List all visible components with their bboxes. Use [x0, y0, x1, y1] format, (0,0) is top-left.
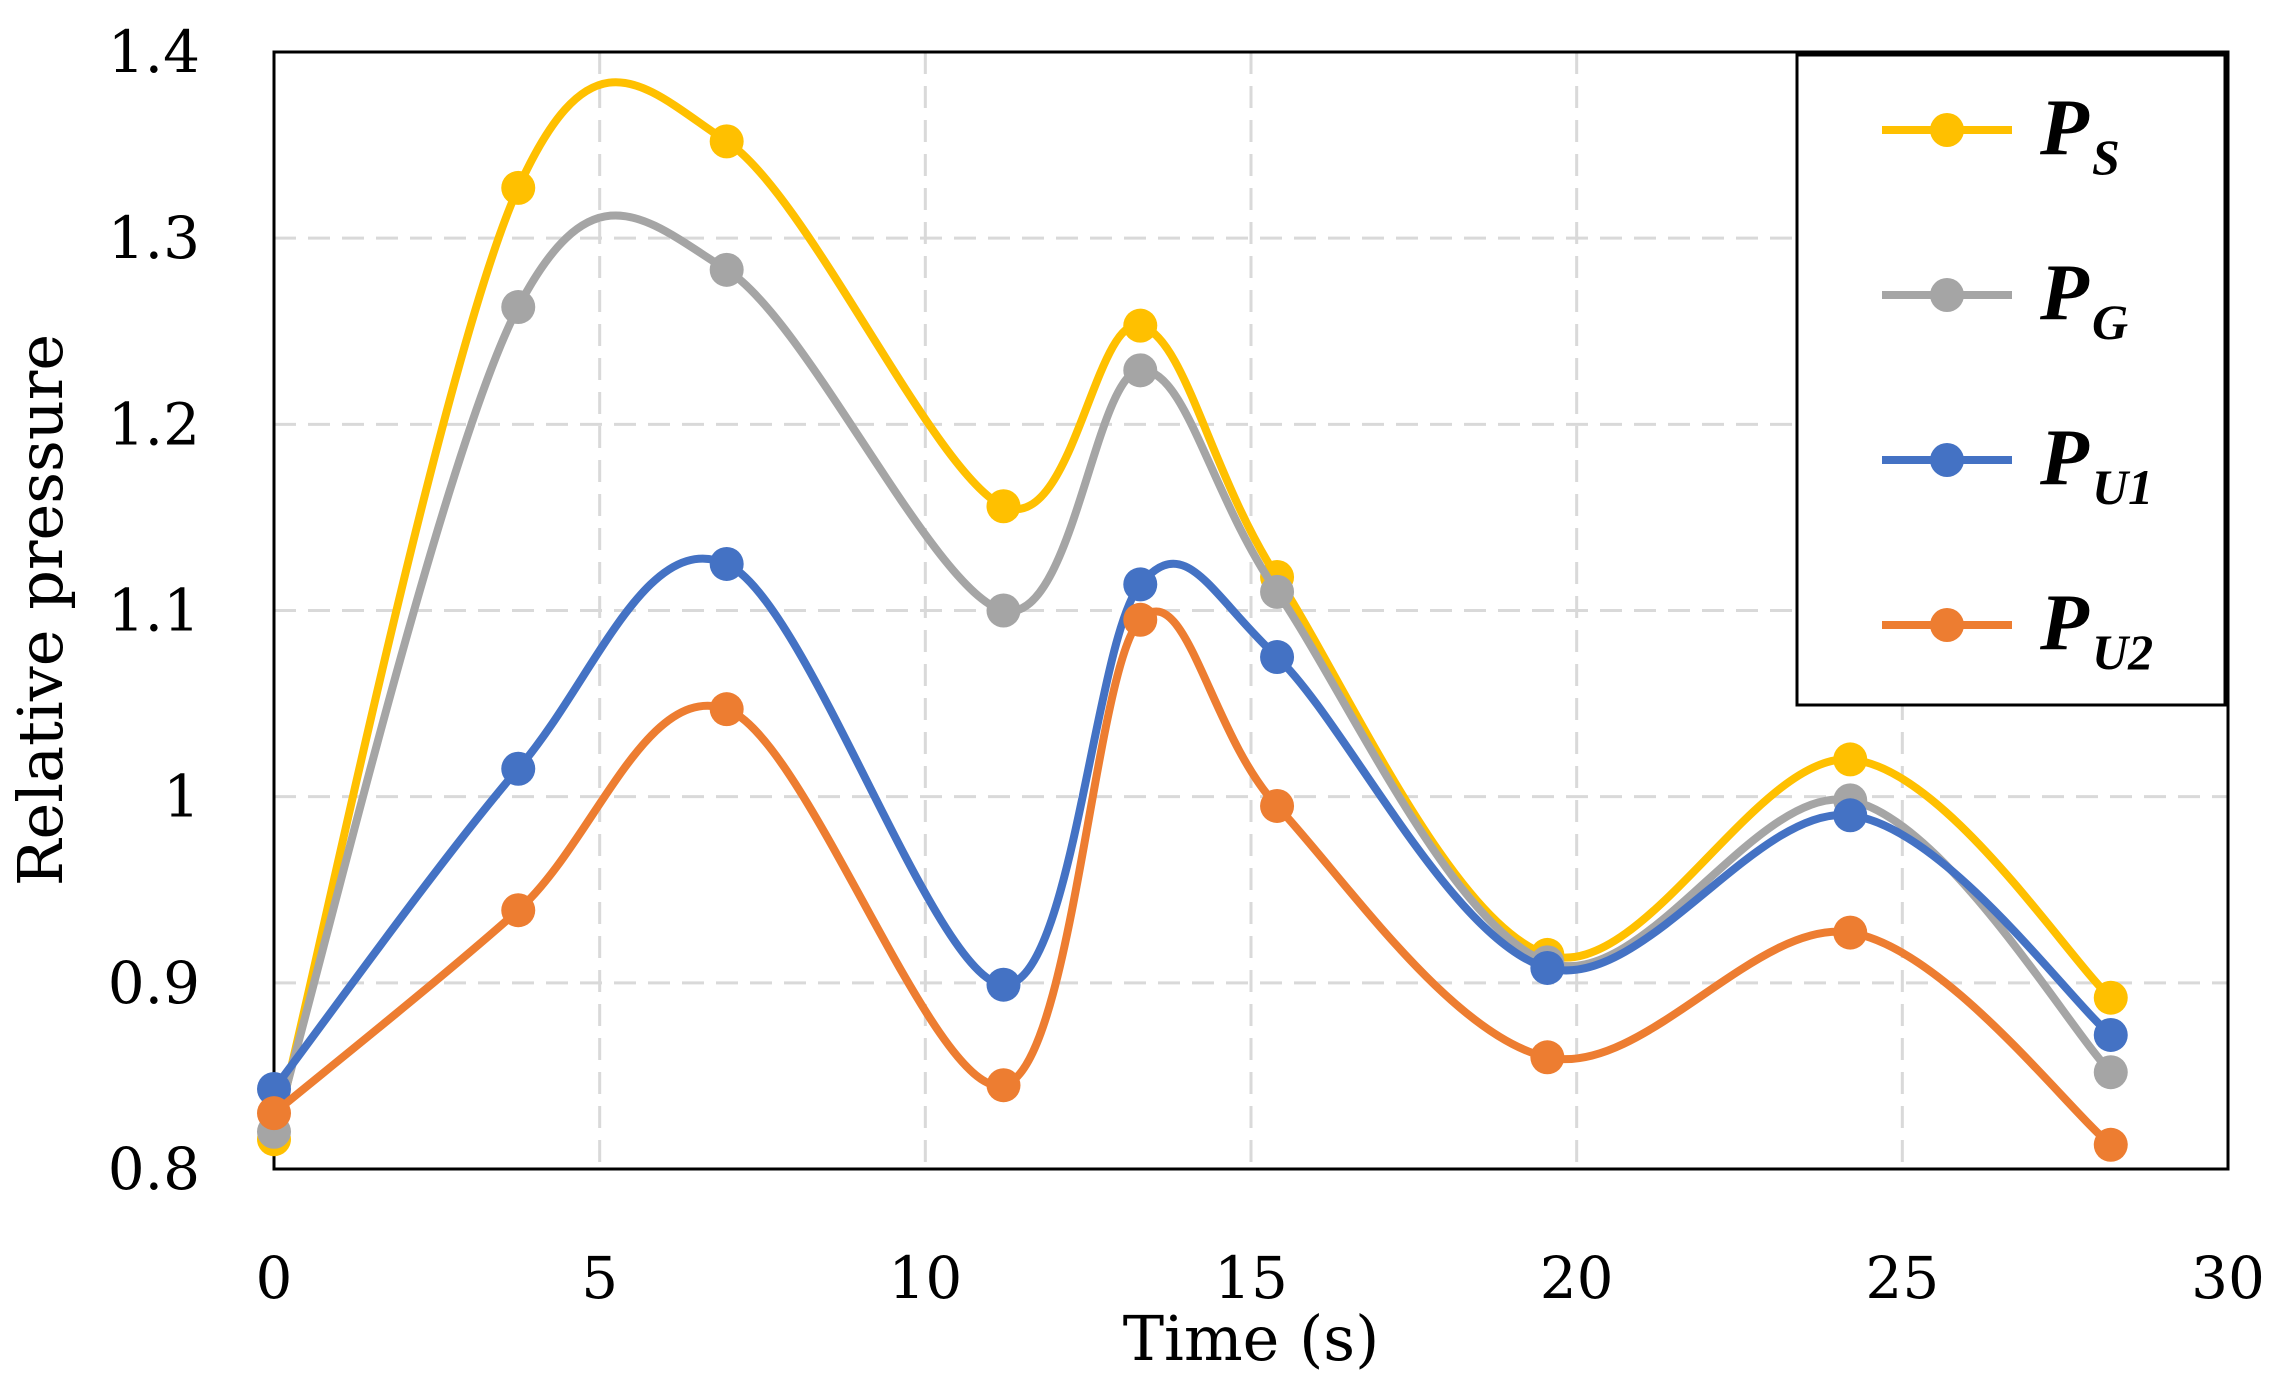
data-point — [2093, 1127, 2128, 1162]
series-P-U2 — [257, 602, 2128, 1162]
y-axis-title: Relative pressure — [4, 334, 77, 886]
data-point — [1260, 640, 1295, 675]
legend-label: P — [2039, 579, 2090, 667]
data-point — [1833, 742, 1868, 777]
x-tick-label: 0 — [256, 1244, 293, 1312]
y-tick-label: 1 — [163, 763, 200, 831]
series-P-U1 — [257, 546, 2128, 1106]
y-tick-label: 0.9 — [108, 949, 200, 1017]
data-point — [986, 593, 1021, 628]
legend-label: P — [2039, 414, 2090, 502]
series-line — [270, 554, 2114, 1092]
data-point — [501, 893, 536, 928]
tick-labels: 0 5 10 15 20 25 30 0.8 0.9 1 1.1 1.2 1.3 1.4 — [108, 18, 2265, 1312]
y-tick-label: 0.8 — [108, 1135, 200, 1203]
legend-item: P U1 — [1882, 414, 2153, 515]
data-point — [709, 692, 744, 727]
data-point — [1123, 567, 1158, 602]
legend: P SP GP U1P U2 — [1795, 53, 2227, 707]
data-point — [1123, 602, 1158, 637]
legend-marker — [1930, 113, 1964, 147]
data-point — [257, 1071, 291, 1106]
x-tick-label: 25 — [1865, 1244, 1939, 1312]
data-point — [2093, 1055, 2128, 1090]
data-point — [1833, 798, 1868, 833]
gridlines — [274, 52, 2228, 1169]
data-point — [2093, 1017, 2128, 1052]
y-tick-label: 1.2 — [108, 390, 200, 458]
data-point — [986, 489, 1021, 524]
x-axis-title: Time (s) — [1123, 1302, 1380, 1375]
data-point — [1123, 308, 1158, 343]
data-point — [1530, 950, 1565, 985]
series-layer — [257, 78, 2128, 1162]
data-point — [1260, 788, 1295, 823]
data-point — [501, 170, 536, 205]
legend-subscript: U2 — [2092, 624, 2153, 680]
data-point — [1260, 574, 1295, 609]
plot-area-border — [272, 50, 2230, 1171]
data-point — [986, 967, 1021, 1002]
data-point — [1833, 915, 1868, 950]
data-point — [1123, 353, 1158, 388]
data-point — [1530, 1040, 1565, 1075]
legend-label: P — [2039, 84, 2090, 172]
legend-label: P — [2039, 249, 2090, 337]
legend-marker — [1930, 608, 1964, 642]
data-point — [257, 1096, 291, 1131]
legend-subscript: G — [2092, 294, 2128, 350]
legend-box — [1795, 53, 2227, 707]
data-point — [709, 546, 744, 581]
legend-subscript: U1 — [2092, 459, 2153, 515]
y-tick-label: 1.1 — [108, 577, 200, 645]
series-line — [271, 607, 2114, 1148]
x-tick-label: 30 — [2191, 1244, 2265, 1312]
legend-marker — [1930, 443, 1964, 477]
y-tick-label: 1.3 — [108, 204, 200, 272]
data-point — [986, 1068, 1021, 1103]
data-point — [709, 252, 744, 287]
legend-item: P U2 — [1882, 579, 2153, 680]
data-point — [501, 290, 536, 325]
x-tick-label: 10 — [888, 1244, 962, 1312]
x-tick-label: 5 — [581, 1244, 618, 1312]
series-line — [270, 78, 2114, 1141]
y-tick-label: 1.4 — [108, 18, 200, 86]
legend-marker — [1930, 278, 1964, 312]
data-point — [709, 124, 744, 159]
data-point — [501, 751, 536, 786]
legend-subscript: S — [2092, 129, 2120, 185]
x-tick-label: 20 — [1540, 1244, 1614, 1312]
x-tick-label: 15 — [1214, 1244, 1288, 1312]
data-point — [2093, 980, 2128, 1015]
